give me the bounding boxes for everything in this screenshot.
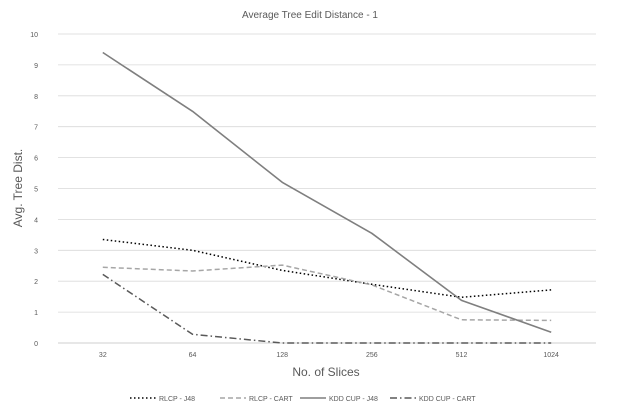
y-tick-label: 0 (34, 341, 38, 348)
y-tick-label: 3 (34, 248, 38, 255)
x-tick-label: 64 (189, 352, 197, 359)
series-line-3 (102, 51, 552, 333)
y-tick-label: 6 (34, 156, 38, 163)
y-tick-labels: 0 1 2 3 4 5 6 7 8 9 10 (30, 32, 38, 348)
legend: RLCP - J48 RLCP - CART KDD CUP - J48 KDD CU… (130, 396, 476, 403)
series-lines (102, 51, 552, 344)
series-line-1 (102, 238, 552, 299)
y-tick-label: 4 (34, 217, 38, 224)
series-line-4 (102, 273, 552, 344)
y-tick-label: 10 (30, 32, 38, 39)
x-tick-labels: 32 64 128 256 512 1024 (99, 352, 559, 359)
x-tick-label: 512 (456, 352, 468, 359)
y-tick-label: 5 (34, 187, 38, 194)
x-axis-label: No. of Slices (292, 365, 359, 379)
x-tick-label: 32 (99, 352, 107, 359)
y-tick-label: 9 (34, 63, 38, 70)
y-tick-label: 8 (34, 94, 38, 101)
chart-title: Average Tree Edit Distance - 1 (242, 10, 378, 21)
legend-label: KDD CUP - J48 (329, 396, 378, 403)
legend-label: KDD CUP - CART (419, 396, 476, 403)
y-axis-label: Avg. Tree Dist. (11, 149, 25, 227)
y-tick-label: 7 (34, 125, 38, 132)
x-tick-label: 1024 (543, 352, 559, 359)
legend-label: RLCP - CART (249, 396, 293, 403)
y-tick-label: 2 (34, 279, 38, 286)
series-line-2 (102, 264, 552, 322)
legend-label: RLCP - J48 (159, 396, 195, 403)
grid (58, 33, 596, 344)
y-tick-label: 1 (34, 310, 38, 317)
x-tick-label: 128 (276, 352, 288, 359)
x-tick-label: 256 (366, 352, 378, 359)
